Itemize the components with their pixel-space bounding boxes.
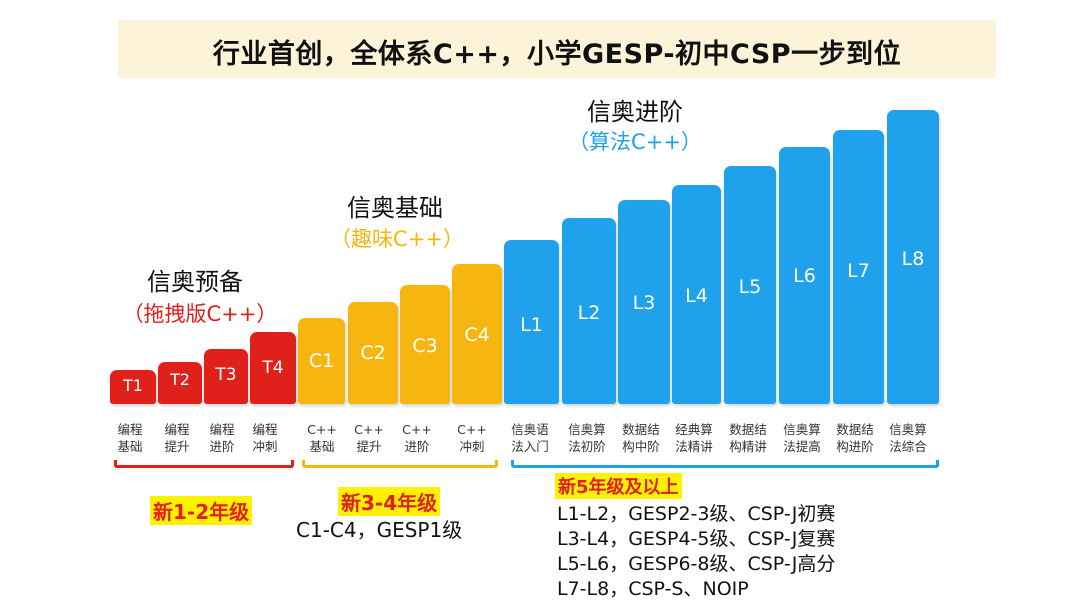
course-label: 信奥算 法初阶	[568, 422, 606, 454]
stage-code: L5	[738, 276, 762, 298]
stage-bar-c2: C2	[348, 302, 398, 404]
stage-code: L3	[632, 292, 656, 314]
course-label: 数据结 构精讲	[729, 422, 767, 454]
stage-bar-l7: L7	[833, 130, 884, 404]
stage-code: L8	[901, 248, 925, 270]
course-label: 经典算 法精讲	[675, 422, 713, 454]
stage-bar-l1: L1	[504, 240, 559, 404]
course-label: 编程 提升	[164, 422, 190, 454]
group-subtitle-foundation: （趣味C++）	[330, 227, 464, 251]
stage-code: C4	[464, 324, 490, 346]
stage-bar-c1: C1	[298, 318, 345, 404]
bracket-grade-3-4	[302, 460, 498, 468]
stage-code: C3	[412, 335, 438, 357]
stage-code: T2	[170, 370, 190, 389]
group-title-foundation: 信奥基础	[347, 194, 443, 222]
grade-tag-5-plus: 新5年级及以上	[555, 473, 682, 499]
grade-note-5-plus: L3-L4，GESP4-5级、CSP-J复赛	[557, 528, 836, 550]
course-label: 信奥语 法入门	[511, 422, 549, 454]
stage-code: T4	[262, 358, 284, 378]
stage-code: L6	[793, 265, 816, 287]
course-label: C++ 提升	[354, 422, 384, 454]
page-title: 行业首创，全体系C++，小学GESP-初中CSP一步到位	[212, 39, 902, 70]
stage-code: L1	[520, 314, 543, 336]
stage-code: L2	[577, 302, 601, 324]
course-label: C++ 进阶	[402, 422, 432, 454]
stage-bar-l8: L8	[887, 110, 939, 404]
grade-note-5-plus: L5-L6，GESP6-8级、CSP-J高分	[557, 553, 836, 575]
grade-note-5-plus: L1-L2，GESP2-3级、CSP-J初赛	[557, 503, 836, 525]
stage-code: C2	[360, 342, 386, 364]
stage-bar-t1: T1	[110, 370, 156, 404]
stage-bar-t3: T3	[204, 349, 248, 404]
course-label: 编程 进阶	[209, 422, 235, 454]
group-title-advanced: 信奥进阶	[587, 98, 683, 126]
stage-bar-t4: T4	[250, 332, 296, 404]
course-label: 数据结 构进阶	[836, 422, 874, 454]
stage-code: T1	[123, 376, 143, 395]
stage-bar-t2: T2	[158, 362, 202, 404]
course-label: 信奥算 法提高	[783, 422, 821, 454]
title-banner: 行业首创，全体系C++，小学GESP-初中CSP一步到位	[118, 20, 996, 78]
stage-bar-l2: L2	[562, 218, 616, 404]
stage-bar-c4: C4	[452, 264, 502, 404]
grade-note-5-plus: L7-L8，CSP-S、NOIP	[557, 578, 749, 600]
grade-tag-3-4: 新3-4年级	[338, 487, 441, 516]
stage-bar-l6: L6	[779, 147, 830, 404]
course-label: C++ 冲刺	[457, 422, 487, 454]
stage-bar-l3: L3	[618, 200, 670, 404]
course-label: 编程 基础	[117, 422, 143, 454]
course-label: 信奥算 法综合	[889, 422, 927, 454]
stage-bar-l4: L4	[672, 185, 721, 404]
grade-tag-1-2: 新1-2年级	[150, 496, 253, 525]
stage-bar-l5: L5	[724, 166, 776, 404]
course-label: 数据结 构中阶	[622, 422, 660, 454]
course-label: C++ 基础	[307, 422, 337, 454]
course-label: 编程 冲刺	[252, 422, 278, 454]
grade-note-3-4: C1-C4，GESP1级	[296, 518, 463, 542]
stage-bar-c3: C3	[400, 285, 450, 404]
stage-code: L4	[685, 285, 708, 307]
bracket-grade-1-2	[114, 460, 294, 468]
stage-code: L7	[847, 260, 870, 282]
group-subtitle-advanced: （算法C++）	[568, 130, 702, 154]
group-subtitle-preparatory: （拖拽版C++）	[122, 302, 278, 326]
stage-code: C1	[308, 350, 335, 372]
stage-code: T3	[215, 365, 237, 385]
group-title-preparatory: 信奥预备	[147, 268, 243, 296]
bracket-grade-5-plus	[511, 460, 939, 468]
